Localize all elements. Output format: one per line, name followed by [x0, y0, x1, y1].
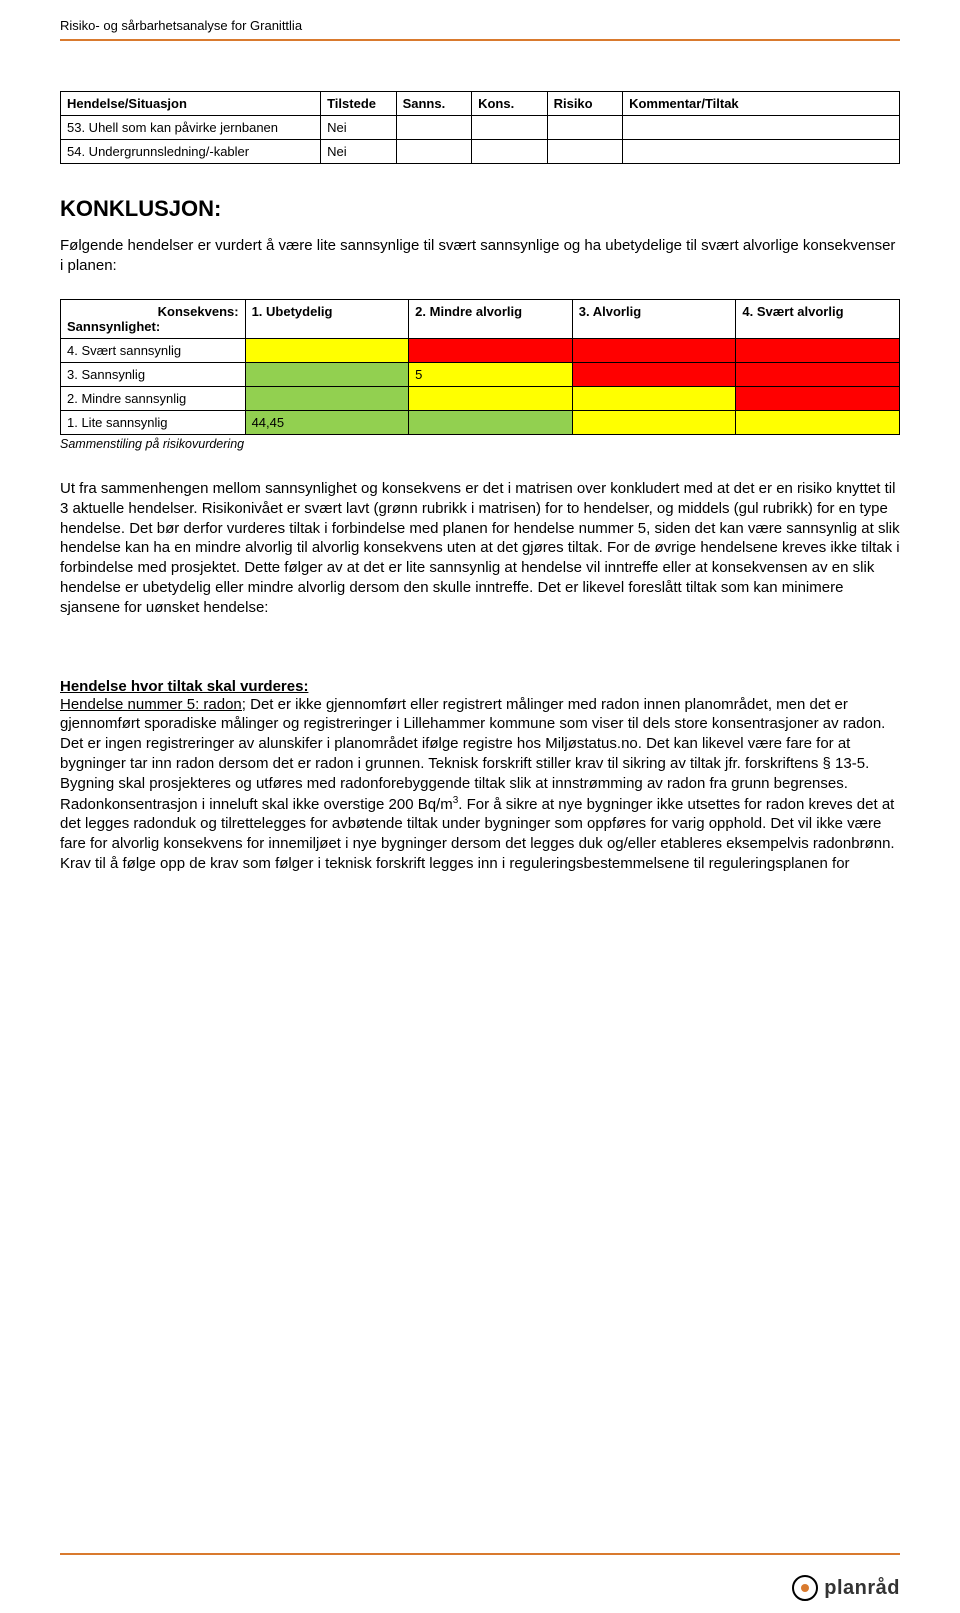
matrix-row-label: 1. Lite sannsynlig	[61, 411, 246, 435]
matrix-cell	[736, 411, 900, 435]
matrix-cell	[572, 339, 736, 363]
matrix-cell	[572, 411, 736, 435]
matrix-cell	[409, 411, 573, 435]
table-row: 53. Uhell som kan påvirke jernbanen Nei	[61, 116, 900, 140]
planrad-logo: planråd	[792, 1575, 900, 1601]
cell-kons	[472, 116, 548, 140]
hendelse-table: Hendelse/Situasjon Tilstede Sanns. Kons.…	[60, 91, 900, 164]
matrix-col-2: 2. Mindre alvorlig	[409, 300, 573, 339]
matrix-col-1: 1. Ubetydelig	[245, 300, 409, 339]
th-hendelse: Hendelse/Situasjon	[61, 92, 321, 116]
matrix-cell	[572, 387, 736, 411]
matrix-cell	[736, 363, 900, 387]
cell-label: 54. Undergrunnsledning/-kabler	[61, 140, 321, 164]
cell-tilstede: Nei	[321, 116, 397, 140]
matrix-cell: 44,45	[245, 411, 409, 435]
logo-text: planråd	[824, 1577, 900, 1600]
matrix-col-4: 4. Svært alvorlig	[736, 300, 900, 339]
page-header-title: Risiko- og sårbarhetsanalyse for Granitt…	[60, 0, 900, 39]
cell-risiko	[547, 140, 623, 164]
vurderes-lead: Hendelse nummer 5: radon;	[60, 696, 246, 713]
th-sanns: Sanns.	[396, 92, 472, 116]
corner-bottom: Sannsynlighet:	[67, 319, 239, 334]
vurderes-body: Hendelse nummer 5: radon; Det er ikke gj…	[60, 695, 900, 874]
matrix-row-label: 2. Mindre sannsynlig	[61, 387, 246, 411]
header-divider	[60, 39, 900, 41]
vurderes-heading: Hendelse hvor tiltak skal vurderes:	[60, 678, 900, 695]
cell-risiko	[547, 116, 623, 140]
cell-sanns	[396, 140, 472, 164]
matrix-row: 3. Sannsynlig 5	[61, 363, 900, 387]
cell-kommentar	[623, 140, 900, 164]
risk-matrix: Konsekvens: Sannsynlighet: 1. Ubetydelig…	[60, 299, 900, 435]
matrix-row: 1. Lite sannsynlig 44,45	[61, 411, 900, 435]
cell-kommentar	[623, 116, 900, 140]
matrix-col-3: 3. Alvorlig	[572, 300, 736, 339]
cell-tilstede: Nei	[321, 140, 397, 164]
matrix-row-label: 3. Sannsynlig	[61, 363, 246, 387]
th-tilstede: Tilstede	[321, 92, 397, 116]
matrix-row: 2. Mindre sannsynlig	[61, 387, 900, 411]
th-kons: Kons.	[472, 92, 548, 116]
matrix-cell	[572, 363, 736, 387]
cell-kons	[472, 140, 548, 164]
table-row: 54. Undergrunnsledning/-kabler Nei	[61, 140, 900, 164]
matrix-cell	[245, 387, 409, 411]
cell-sanns	[396, 116, 472, 140]
matrix-cell	[736, 387, 900, 411]
matrix-corner: Konsekvens: Sannsynlighet:	[61, 300, 246, 339]
matrix-cell: 5	[409, 363, 573, 387]
matrix-cell	[409, 387, 573, 411]
matrix-cell	[245, 339, 409, 363]
matrix-cell	[409, 339, 573, 363]
logo-dot-icon	[792, 1575, 818, 1601]
corner-top: Konsekvens:	[67, 304, 239, 319]
konklusjon-intro: Følgende hendelser er vurdert å være lit…	[60, 236, 900, 275]
cell-label: 53. Uhell som kan påvirke jernbanen	[61, 116, 321, 140]
th-kommentar: Kommentar/Tiltak	[623, 92, 900, 116]
matrix-row: 4. Svært sannsynlig	[61, 339, 900, 363]
matrix-row-label: 4. Svært sannsynlig	[61, 339, 246, 363]
paragraph-1: Ut fra sammenhengen mellom sannsynlighet…	[60, 479, 900, 618]
matrix-cell	[736, 339, 900, 363]
konklusjon-heading: KONKLUSJON:	[60, 196, 900, 222]
footer-divider	[60, 1553, 900, 1555]
matrix-caption: Sammenstiling på risikovurdering	[60, 437, 900, 451]
matrix-cell	[245, 363, 409, 387]
th-risiko: Risiko	[547, 92, 623, 116]
